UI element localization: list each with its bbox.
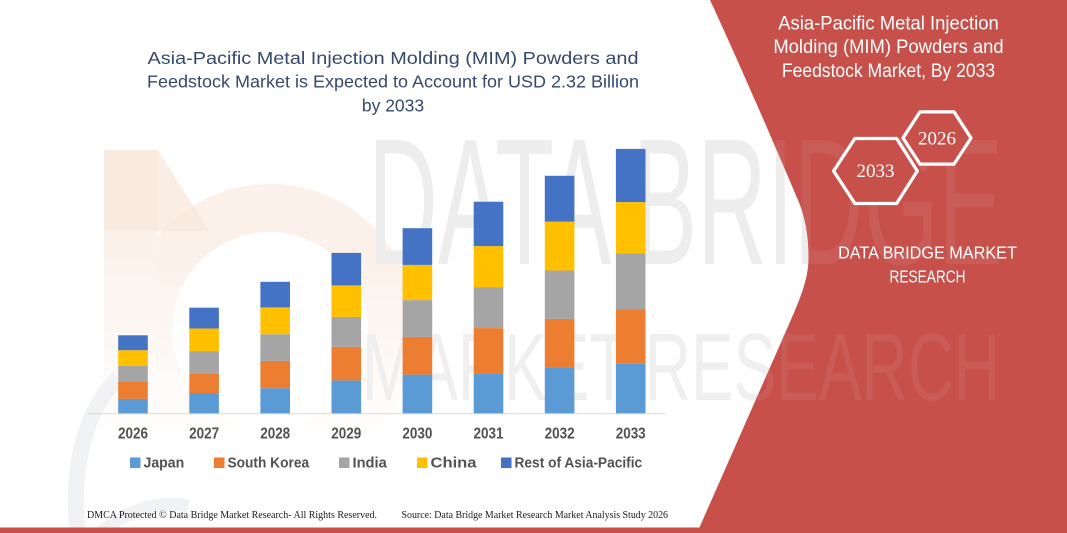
svg-text:2028: 2028 bbox=[260, 426, 290, 443]
svg-text:MARKET RESEARCH: MARKET RESEARCH bbox=[362, 314, 1000, 421]
svg-text:RESEARCH: RESEARCH bbox=[890, 266, 966, 286]
svg-text:Feedstock Market, By 2033: Feedstock Market, By 2033 bbox=[782, 61, 995, 82]
svg-text:Feedstock Market is Expected t: Feedstock Market is Expected to Account … bbox=[147, 72, 639, 92]
svg-text:Asia-Pacific Metal Injection: Asia-Pacific Metal Injection bbox=[778, 13, 999, 34]
svg-text:DATA BRIDGE MARKET: DATA BRIDGE MARKET bbox=[838, 243, 1017, 263]
svg-text:2026: 2026 bbox=[118, 426, 148, 443]
svg-text:2027: 2027 bbox=[189, 426, 219, 443]
svg-text:2029: 2029 bbox=[331, 426, 361, 443]
svg-text:Rest of Asia-Pacific: Rest of Asia-Pacific bbox=[515, 455, 643, 472]
svg-text:Source: Data Bridge Market Res: Source: Data Bridge Market Research Mark… bbox=[402, 510, 669, 521]
svg-text:2031: 2031 bbox=[474, 426, 504, 443]
svg-text:India: India bbox=[353, 455, 388, 472]
svg-text:DMCA Protected © Data Bridge M: DMCA Protected © Data Bridge Market Rese… bbox=[87, 510, 377, 521]
svg-text:2032: 2032 bbox=[545, 426, 575, 443]
svg-text:2033: 2033 bbox=[616, 426, 646, 443]
svg-text:Japan: Japan bbox=[144, 455, 185, 472]
svg-text:Molding (MIM) Powders and: Molding (MIM) Powders and bbox=[773, 37, 1003, 58]
svg-text:Asia-Pacific Metal Injection M: Asia-Pacific Metal Injection Molding (MI… bbox=[148, 48, 639, 68]
svg-text:2026: 2026 bbox=[918, 129, 956, 150]
svg-text:2033: 2033 bbox=[857, 161, 895, 182]
svg-text:by 2033: by 2033 bbox=[362, 95, 424, 115]
svg-text:China: China bbox=[431, 455, 478, 472]
svg-text:South Korea: South Korea bbox=[228, 455, 310, 472]
svg-text:2030: 2030 bbox=[402, 426, 432, 443]
